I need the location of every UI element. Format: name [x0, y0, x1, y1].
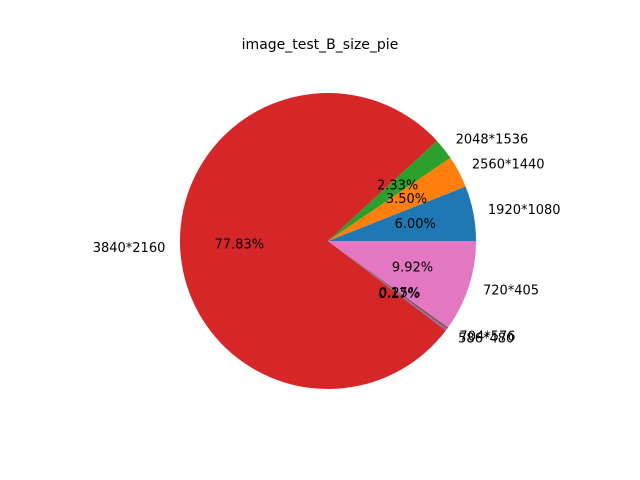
pie-category-label: 3840*2160: [93, 241, 166, 256]
pie-category-label: 2048*1536: [456, 132, 529, 147]
pie-percent-label: 0.17%: [378, 287, 419, 302]
pie-percent-label: 9.92%: [392, 261, 433, 276]
pie-slice-704-576: [328, 241, 449, 330]
pie-slice-3840-2160: [179, 93, 446, 390]
pie-percent-label: 2.33%: [377, 178, 418, 193]
pie-slices: [179, 93, 476, 390]
chart-title: image_test_B_size_pie: [242, 37, 399, 53]
pie-slice-2048-1536: [328, 140, 451, 241]
pie-category-label: 2560*1440: [472, 157, 545, 172]
pie-slice-2560-1440: [328, 157, 466, 241]
pie-percent-label: 6.00%: [395, 217, 436, 232]
pie-percent-label: 3.50%: [386, 192, 427, 207]
pie-category-label: 1920*1080: [488, 203, 561, 218]
pie-percent-labels: 6.00% 3.50%2.33% 77.83% 0.17%0.25% 9.92%: [215, 178, 436, 301]
pie-slice-1920-1080: [328, 186, 476, 241]
pie-category-label: 720*405: [483, 283, 539, 298]
pie-category-labels: 1920*1080 2560*1440 2048*1536 3840*2160 586*…: [93, 132, 561, 346]
pie-slice-586-480: [328, 241, 447, 331]
pie-percent-label: 0.25%: [379, 286, 420, 301]
pie-percent-label: 77.83%: [215, 238, 265, 253]
pie-category-label: 704*576: [459, 330, 515, 345]
pie-slice-720-405: [328, 241, 476, 328]
pie-category-label: 586*480: [458, 331, 514, 346]
